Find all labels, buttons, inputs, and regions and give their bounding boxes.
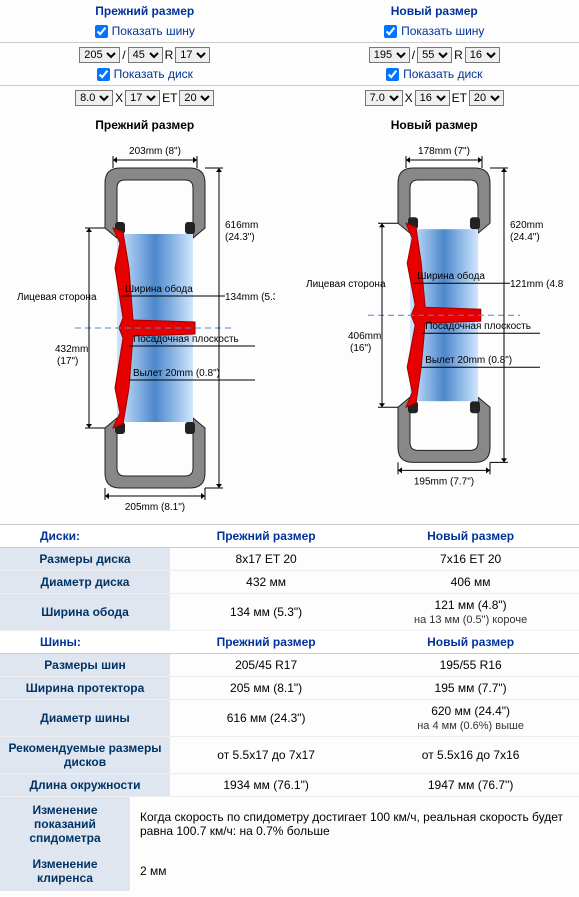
svg-text:203mm (8"): 203mm (8") xyxy=(129,146,181,157)
show-tire-label-new: Показать шину xyxy=(401,24,484,38)
old-size-title: Прежний размер xyxy=(0,0,290,22)
show-tire-label-old: Показать шину xyxy=(112,24,195,38)
svg-text:(24.4"): (24.4") xyxy=(510,232,540,243)
show-tire-checkbox-old[interactable] xyxy=(95,25,108,38)
svg-text:Лицевая сторона: Лицевая сторона xyxy=(306,279,386,290)
wheel-width-select-new[interactable]: 7.0 xyxy=(365,90,403,106)
wheel-et-select-new[interactable]: 20 xyxy=(469,90,504,106)
diagram-title-old: Прежний размер xyxy=(0,108,290,138)
diagram-title-new: Новый размер xyxy=(290,108,579,138)
svg-text:178mm (7"): 178mm (7") xyxy=(418,146,470,157)
svg-text:Ширина обода: Ширина обода xyxy=(417,270,485,282)
wheel-width-select-old[interactable]: 8.0 xyxy=(75,90,113,106)
wheel-diam-select-old[interactable]: 17 xyxy=(125,90,160,106)
svg-text:(16"): (16") xyxy=(350,343,371,354)
wheel-et-select-old[interactable]: 20 xyxy=(179,90,214,106)
svg-text:616mm: 616mm xyxy=(225,220,258,231)
svg-text:(17"): (17") xyxy=(57,356,78,367)
svg-text:Вылет 20mm (0.8"): Вылет 20mm (0.8") xyxy=(425,355,512,366)
tire-width-select-new[interactable]: 195 xyxy=(369,47,410,63)
svg-text:406mm: 406mm xyxy=(348,331,381,342)
svg-text:432mm: 432mm xyxy=(55,344,88,355)
tire-rim-select-old[interactable]: 17 xyxy=(175,47,210,63)
show-wheel-checkbox-old[interactable] xyxy=(97,68,110,81)
tire-width-select-old[interactable]: 205 xyxy=(79,47,120,63)
svg-text:134mm (5.3"): 134mm (5.3") xyxy=(225,292,275,303)
diagram-new: 178mm (7") 195mm (7.7") 620mm(24.4") 406mm(… xyxy=(290,138,579,518)
tire-selects-old: 205 / 45 R 17 xyxy=(0,45,290,65)
tire-aspect-select-new[interactable]: 55 xyxy=(417,47,452,63)
svg-text:Вылет 20mm (0.8"): Вылет 20mm (0.8") xyxy=(133,368,220,379)
tire-rim-select-new[interactable]: 16 xyxy=(465,47,500,63)
svg-text:(24.3"): (24.3") xyxy=(225,232,255,243)
svg-text:Лицевая сторона: Лицевая сторона xyxy=(17,292,97,303)
svg-text:Посадочная плоскость: Посадочная плоскость xyxy=(133,334,239,345)
tire-selects-new: 195 / 55 R 16 xyxy=(290,45,579,65)
new-size-controls: Новый размер Показать шину 195 / 55 R 16… xyxy=(290,0,579,108)
comparison-table: Диски:Прежний размерНовый размерРазмеры … xyxy=(0,524,579,797)
svg-text:620mm: 620mm xyxy=(510,220,543,231)
svg-text:195mm (7.7"): 195mm (7.7") xyxy=(414,476,474,487)
wheel-diam-select-new[interactable]: 16 xyxy=(415,90,450,106)
svg-text:205mm (8.1"): 205mm (8.1") xyxy=(125,502,185,513)
new-size-title: Новый размер xyxy=(290,0,579,22)
tire-aspect-select-old[interactable]: 45 xyxy=(128,47,163,63)
show-wheel-label-new: Показать диск xyxy=(403,67,482,81)
svg-text:121mm (4.8"): 121mm (4.8") xyxy=(510,279,564,290)
show-wheel-label-old: Показать диск xyxy=(114,67,193,81)
diagrams-row: 203mm (8")205mm (8.1")616mm(24.3")432mm(… xyxy=(0,138,579,518)
controls-row: Прежний размер Показать шину 205 / 45 R … xyxy=(0,0,579,108)
wheel-selects-new: 7.0 X 16 ET 20 xyxy=(290,88,579,108)
diagram-old: 203mm (8") 205mm (8.1") 616mm(24.3") 432mm(… xyxy=(0,138,290,518)
svg-text:Ширина обода: Ширина обода xyxy=(125,283,193,295)
svg-text:Посадочная плоскость: Посадочная плоскость xyxy=(425,321,531,332)
info-table: Изменение показаний спидометраКогда скор… xyxy=(0,797,579,891)
show-tire-checkbox-new[interactable] xyxy=(384,25,397,38)
wheel-selects-old: 8.0 X 17 ET 20 xyxy=(0,88,290,108)
show-wheel-checkbox-new[interactable] xyxy=(386,68,399,81)
old-size-controls: Прежний размер Показать шину 205 / 45 R … xyxy=(0,0,290,108)
